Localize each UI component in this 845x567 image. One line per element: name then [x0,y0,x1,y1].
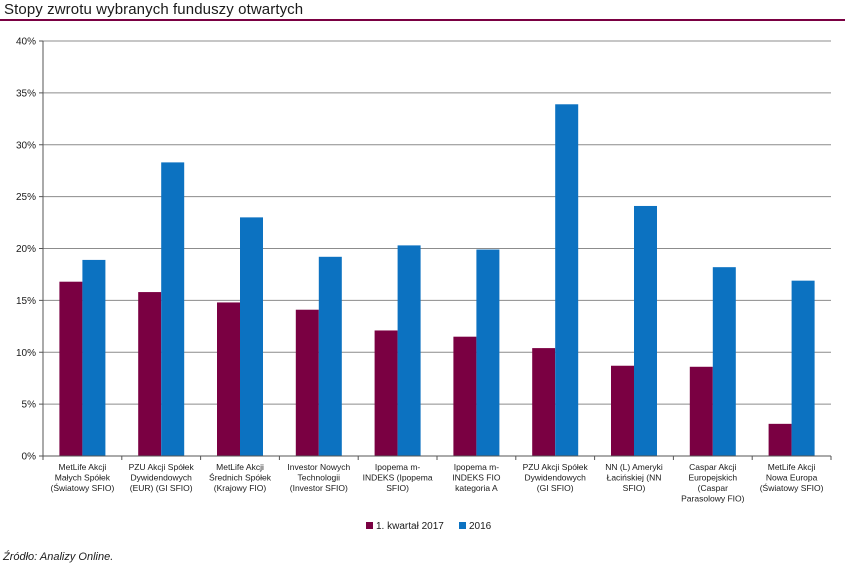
y-tick-label: 25% [16,192,36,203]
bar [532,348,556,456]
bar [768,423,792,456]
x-tick-label: MetLife Akcji Średnich Spółek (Krajowy FIO… [209,462,272,493]
legend: 1. kwartał 2017 2016 [366,521,492,532]
y-tick-label: 35% [16,88,36,99]
legend-swatch [459,522,466,529]
bar [476,249,500,456]
x-axis-labels: MetLife Akcji Małych Spółek (Światowy SFIO… [51,462,824,504]
x-tick-label: PZU Akcji Spółek Dywidendowych (EUR) (GI S… [129,462,195,493]
axes [42,41,832,460]
bar [59,281,83,456]
y-tick-label: 10% [16,348,36,359]
x-tick-label: MetLife Akcji Małych Spółek (Światowy SFIO… [51,462,115,493]
chart-title: Stopy zwrotu wybranych funduszy otwartyc… [4,1,304,18]
bar [374,330,398,456]
bar-chart: 0% 5% 10% 15% 20% 25% 30% 35% 40% MetLife Akcji M… [16,37,832,532]
title-underline [0,19,845,21]
y-tick-label: 30% [16,140,36,151]
source-note: Źródło: Analizy Online. [3,551,114,563]
x-tick-label: NN (L) Ameryki Łacińskiej (NN SFIO) [605,462,663,493]
y-tick-label: 0% [22,452,37,463]
bar [217,302,240,456]
bar [634,205,657,456]
x-tick-label: Caspar Akcji Europejskich (Caspar Parasolow… [681,462,744,504]
x-tick-label: PZU Akcji Spółek Dywidendowych (GI SFIO) [523,462,589,493]
bar [397,245,421,456]
bar [138,292,162,456]
bar [318,256,342,456]
y-axis-ticks: 0% 5% 10% 15% 20% 25% 30% 35% 40% [16,37,43,463]
x-tick-label: MetLife Akcji Nowa Europa (Światowy SFIO) [760,462,824,493]
bars [59,104,815,456]
x-tick-label: Investor Nowych Technologii (Investor SFIO… [287,462,350,493]
bar [712,267,736,456]
legend-label: 2016 [469,521,492,532]
y-tick-label: 5% [22,400,37,411]
bar [689,366,713,456]
x-tick-label: Ipopema m-INDEKS FIO kategoria A [452,462,501,493]
y-tick-label: 20% [16,244,36,255]
bar [240,217,263,456]
y-tick-label: 15% [16,296,36,307]
bar [791,280,815,456]
bar [611,365,634,456]
legend-label: 1. kwartał 2017 [376,521,444,532]
x-tick-label: Ipopema m-INDEKS (Ipopema SFIO) [363,462,433,493]
bar [161,162,185,456]
bar [555,104,579,456]
bar [82,259,106,456]
legend-swatch [366,522,373,529]
bar [453,336,477,456]
bar [295,309,319,456]
y-tick-label: 40% [16,37,36,48]
